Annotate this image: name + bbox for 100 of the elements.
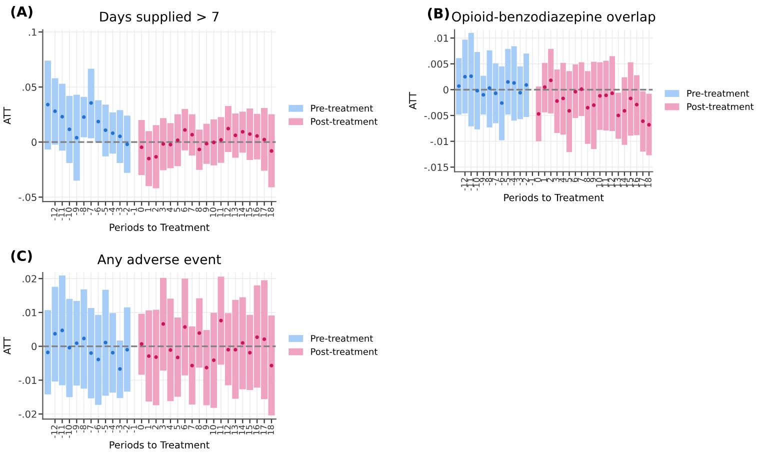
x-tick-label: 5 xyxy=(174,425,180,430)
point xyxy=(536,112,540,116)
y-tick-label: -.02 xyxy=(18,410,36,418)
point xyxy=(549,78,553,82)
x-tick-label: -7 xyxy=(87,425,94,433)
x-tick-label: 15 xyxy=(246,208,252,217)
y-tick-label: .01 xyxy=(22,308,36,316)
point xyxy=(475,88,480,93)
x-tick-label: -9 xyxy=(72,425,80,433)
x-tick-label: -1 xyxy=(130,425,137,433)
point xyxy=(89,101,93,105)
point xyxy=(463,74,467,79)
point xyxy=(154,154,158,159)
x-tick-label: 1 xyxy=(145,208,152,212)
chart-title: Any adverse event xyxy=(97,254,221,267)
x-tick-label: -2 xyxy=(123,208,130,215)
x-tick-label: -12 xyxy=(461,178,468,191)
point xyxy=(118,367,122,371)
y-tick-label: 0 xyxy=(443,86,448,94)
x-tick-label: 13 xyxy=(614,178,621,187)
point xyxy=(598,94,602,98)
y-axis-title: ATT xyxy=(4,106,11,124)
point xyxy=(494,91,498,96)
x-tick-label: -9 xyxy=(479,178,486,186)
x-tick-label: 13 xyxy=(232,208,238,217)
x-tick-label: 4 xyxy=(166,208,173,212)
text: (A) xyxy=(11,6,32,18)
point xyxy=(262,337,266,342)
point xyxy=(82,115,86,119)
x-tick-label: -10 xyxy=(66,425,72,438)
point xyxy=(68,127,72,132)
x-tick-label: 11 xyxy=(602,178,608,187)
x-tick-label: 18 xyxy=(268,425,274,434)
x-tick-label: 7 xyxy=(188,425,194,430)
point xyxy=(580,87,584,91)
x-tick-label: -6 xyxy=(94,425,101,433)
x-tick-label: 8 xyxy=(195,208,202,212)
point xyxy=(82,336,86,340)
y-tick-label: -.05 xyxy=(18,194,36,201)
x-tick-label: -8 xyxy=(80,208,86,215)
x-axis-title: Periods to Treatment xyxy=(504,194,604,202)
x-tick-label: -4 xyxy=(510,178,516,186)
x-tick-label: -1 xyxy=(130,208,137,215)
x-tick-label: 12 xyxy=(224,208,231,217)
x-tick-label: -5 xyxy=(504,178,510,186)
x-tick-label: -5 xyxy=(102,425,108,433)
x-tick-label: 18 xyxy=(268,208,274,217)
point xyxy=(561,96,565,100)
x-tick-label: -3 xyxy=(116,425,122,433)
x-tick-label: -6 xyxy=(498,178,504,186)
x-tick-label: 11 xyxy=(217,425,224,434)
point xyxy=(226,126,230,130)
x-tick-label: 3 xyxy=(553,178,560,182)
text: (B) xyxy=(428,8,449,20)
x-tick-label: 1 xyxy=(540,178,548,182)
x-tick-label: -1 xyxy=(528,178,535,186)
x-tick-label: 16 xyxy=(632,178,640,187)
y-tick-label: 0 xyxy=(32,138,37,146)
x-tick-label: 15 xyxy=(626,178,634,187)
point xyxy=(146,354,151,358)
x-tick-label: -4 xyxy=(108,208,116,215)
point xyxy=(161,142,166,146)
y-tick-label: -.005 xyxy=(424,112,448,120)
point xyxy=(634,102,639,106)
y-axis-title: ATT xyxy=(409,92,416,110)
point xyxy=(110,131,115,135)
x-tick-label: -11 xyxy=(467,178,474,191)
x-tick-label: 3 xyxy=(159,425,166,430)
chart-title: Opioid-benzodiazepine overlap xyxy=(452,11,656,24)
point xyxy=(518,90,522,95)
x-tick-label: 2 xyxy=(152,425,158,430)
x-tick-label: -12 xyxy=(51,208,58,220)
point xyxy=(46,350,50,354)
legend-label: Post-treatment xyxy=(687,103,754,110)
point xyxy=(190,364,194,368)
x-tick-label: 16 xyxy=(253,425,260,434)
point xyxy=(74,341,78,346)
x-tick-label: 5 xyxy=(174,208,180,212)
point xyxy=(240,130,244,134)
point xyxy=(248,350,252,355)
point xyxy=(176,356,180,360)
point xyxy=(512,81,516,85)
point xyxy=(96,120,100,124)
point xyxy=(183,325,187,329)
chart-title: Days supplied > 7 xyxy=(100,11,219,24)
point xyxy=(500,101,504,105)
y-tick-label: -.01 xyxy=(430,138,448,146)
point xyxy=(168,142,172,146)
x-tick-label: 5 xyxy=(565,178,572,182)
point xyxy=(586,106,590,110)
point xyxy=(270,364,274,368)
point xyxy=(555,99,559,103)
point xyxy=(248,132,252,136)
x-tick-label: 17 xyxy=(260,425,267,434)
point xyxy=(270,149,274,153)
x-tick-label: 6 xyxy=(572,178,578,182)
point xyxy=(53,109,57,114)
point xyxy=(262,138,266,142)
x-tick-label: -6 xyxy=(94,208,101,215)
point xyxy=(96,358,100,362)
